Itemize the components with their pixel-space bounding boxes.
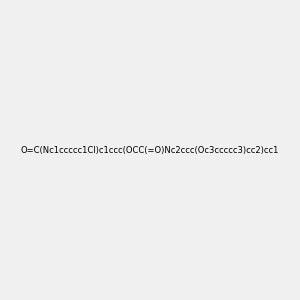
Text: O=C(Nc1ccccc1Cl)c1ccc(OCC(=O)Nc2ccc(Oc3ccccc3)cc2)cc1: O=C(Nc1ccccc1Cl)c1ccc(OCC(=O)Nc2ccc(Oc3c… (21, 146, 279, 154)
